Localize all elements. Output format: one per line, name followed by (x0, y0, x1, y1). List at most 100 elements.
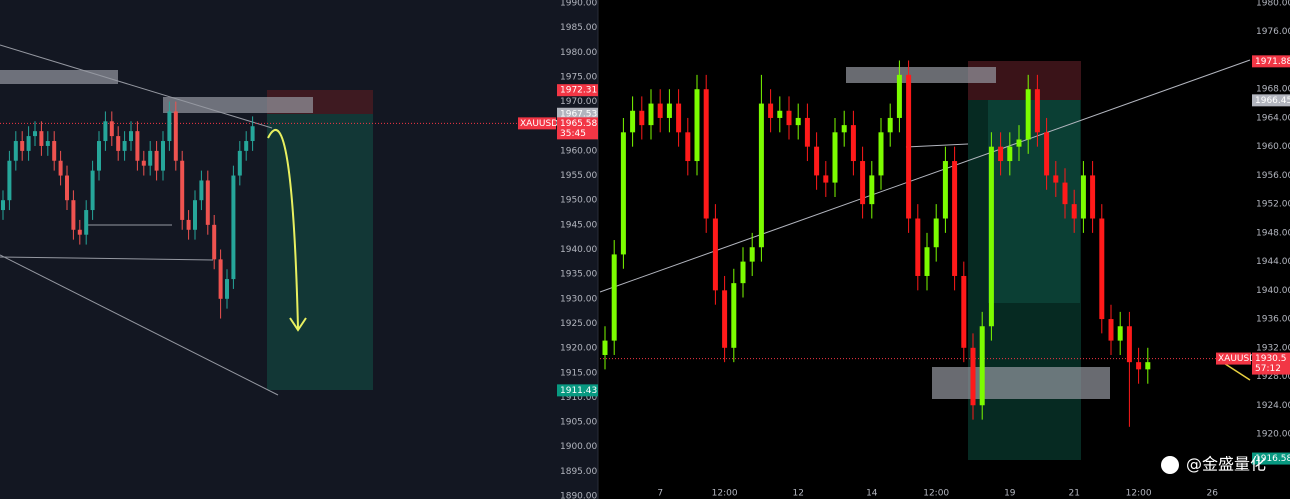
x-tick-label: 26 (1206, 489, 1218, 499)
price-tag: 1916.58 (1255, 454, 1290, 464)
candle-body (602, 340, 608, 355)
candle-body (231, 175, 236, 280)
candle-body (823, 175, 829, 183)
y-tick-label: 1925.00 (560, 319, 597, 329)
candle-body (657, 103, 663, 118)
price-tag-bg (557, 384, 598, 397)
price-tag-bg (557, 107, 598, 120)
x-tick-label: 7 (657, 489, 663, 499)
candle-body (167, 111, 172, 142)
candle-body (52, 141, 57, 161)
candle-body (694, 89, 700, 162)
level-line (0, 256, 214, 261)
y-tick-label: 1932.00 (1256, 343, 1290, 353)
y-tick-label: 1976.00 (1256, 27, 1290, 37)
candle-body (237, 150, 242, 176)
candle-body (218, 259, 223, 299)
candle-body (758, 103, 764, 248)
last-price: 1930.5 (1255, 354, 1287, 364)
x-tick-label: 12:00 (923, 489, 949, 499)
candle-body (122, 141, 127, 151)
fb-icon (1161, 456, 1179, 474)
trend-line (0, 254, 279, 396)
price-tag: 1911.43 (560, 386, 597, 396)
price-tag-bg (1252, 94, 1290, 107)
candle-body (878, 132, 884, 176)
candle-body (1034, 89, 1040, 133)
candle-body (1071, 204, 1077, 219)
resistance-box (163, 97, 313, 113)
candle-body (141, 160, 146, 166)
candle-body (869, 175, 875, 205)
x-tick-label: 12 (792, 489, 803, 499)
candle-body (1145, 362, 1151, 370)
price-tag-bg (557, 84, 598, 97)
last-price-bg (557, 117, 598, 140)
y-tick-label: 1990.00 (560, 0, 597, 8)
candle-body (731, 283, 737, 348)
y-tick-label: 1920.00 (560, 344, 597, 354)
candle-body (20, 141, 25, 151)
price-tag: 1966.45 (1255, 96, 1290, 106)
candle-body (639, 110, 645, 126)
candle-body (722, 290, 728, 348)
y-tick-label: 1980.00 (560, 48, 597, 58)
y-tick-label: 1944.00 (1256, 257, 1290, 267)
candle-body (244, 141, 249, 151)
y-tick-label: 1900.00 (560, 442, 597, 452)
x-tick-label: 14 (866, 489, 878, 499)
resistance-box (846, 67, 996, 83)
candle-body (225, 279, 229, 299)
price-tag: 1971.88 (1255, 57, 1290, 67)
candle-body (841, 125, 847, 133)
candle-body (58, 160, 63, 176)
x-tick-label: 12:00 (1126, 489, 1152, 499)
y-tick-label: 1952.00 (1256, 200, 1290, 210)
candle-body (1099, 218, 1105, 320)
candle-body (924, 247, 930, 276)
candle-body (915, 218, 921, 276)
candle-body (135, 131, 140, 161)
trend-line (0, 44, 273, 129)
candle-body (1080, 175, 1086, 219)
resistance-box (0, 70, 118, 84)
y-tick-label: 1940.00 (1256, 286, 1290, 296)
candle-body (832, 132, 838, 183)
candle-body (193, 200, 197, 230)
candle-body (795, 117, 801, 126)
candle-body (620, 132, 626, 255)
candle-body (988, 146, 994, 327)
candle-body (154, 150, 159, 171)
candle-body (611, 254, 617, 341)
candle-body (998, 146, 1004, 162)
candle-body (39, 131, 44, 146)
candle-body (1062, 182, 1068, 205)
candle-body (887, 117, 893, 133)
countdown: 57:12 (1255, 364, 1281, 374)
level-line (905, 143, 969, 148)
y-tick-label: 1960.00 (1256, 142, 1290, 152)
y-tick-label: 1910.00 (560, 393, 597, 403)
y-tick-label: 1924.00 (1256, 401, 1290, 411)
y-tick-label: 1980.00 (1256, 0, 1290, 9)
candle-body (676, 103, 682, 133)
symbol-tag-bg (1216, 352, 1251, 365)
price-tag: 1967.53 (560, 109, 597, 119)
symbol-tag: XAUUSD (520, 119, 558, 129)
candle-body (970, 347, 976, 406)
candle-body (648, 103, 654, 126)
candle-body (777, 110, 783, 118)
candle-body (814, 146, 820, 176)
symbol-tag: XAUUSD (1218, 354, 1256, 364)
candle-body (97, 141, 101, 171)
y-tick-label: 1970.00 (560, 97, 597, 107)
support-box (932, 367, 1110, 399)
target-zone (267, 114, 373, 390)
y-tick-label: 1948.00 (1256, 228, 1290, 238)
candle-body (148, 150, 153, 166)
trend-line (599, 59, 1251, 293)
candle-body (666, 103, 672, 118)
candle-body (250, 126, 255, 142)
y-tick-label: 1940.00 (560, 245, 597, 255)
